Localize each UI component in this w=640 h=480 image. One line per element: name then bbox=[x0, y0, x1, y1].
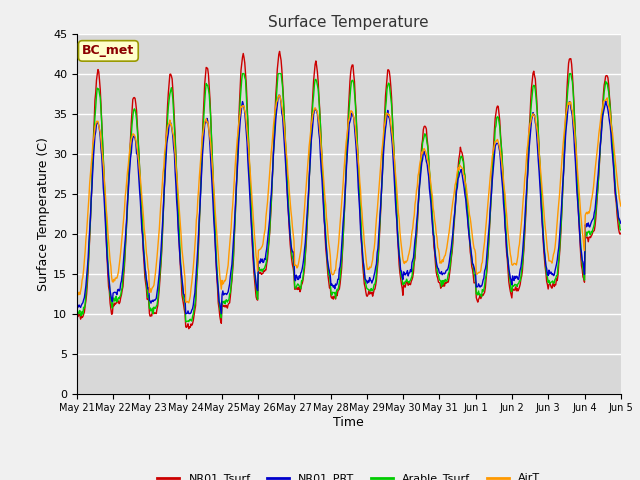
NR01_Tsurf bbox=[276, 48, 284, 54]
Arable_Tsurf bbox=[417, 171, 424, 177]
Arable_Tsurf bbox=[182, 319, 189, 324]
NR01_Tsurf bbox=[433, 269, 440, 275]
NR01_Tsurf bbox=[223, 305, 231, 311]
AirT bbox=[195, 186, 202, 192]
Title: Surface Temperature: Surface Temperature bbox=[269, 15, 429, 30]
NR01_PRT bbox=[83, 274, 90, 280]
NR01_Tsurf bbox=[617, 230, 625, 236]
Line: AirT: AirT bbox=[77, 95, 621, 303]
Line: NR01_Tsurf: NR01_Tsurf bbox=[77, 51, 621, 329]
Line: NR01_PRT: NR01_PRT bbox=[77, 95, 621, 313]
AirT bbox=[73, 288, 81, 294]
NR01_Tsurf bbox=[185, 326, 193, 332]
Text: BC_met: BC_met bbox=[82, 44, 134, 58]
X-axis label: Time: Time bbox=[333, 416, 364, 429]
NR01_PRT bbox=[433, 258, 440, 264]
NR01_PRT bbox=[417, 176, 424, 181]
AirT bbox=[83, 229, 90, 235]
AirT bbox=[417, 158, 424, 164]
NR01_Tsurf bbox=[195, 241, 202, 247]
AirT bbox=[433, 230, 440, 236]
Arable_Tsurf bbox=[239, 71, 246, 76]
Line: Arable_Tsurf: Arable_Tsurf bbox=[77, 73, 621, 322]
AirT bbox=[185, 300, 193, 306]
AirT bbox=[223, 267, 231, 273]
NR01_PRT bbox=[73, 305, 81, 311]
NR01_PRT bbox=[195, 228, 202, 233]
Arable_Tsurf bbox=[223, 299, 231, 305]
NR01_Tsurf bbox=[139, 236, 147, 241]
Arable_Tsurf bbox=[73, 311, 81, 316]
NR01_PRT bbox=[275, 92, 283, 98]
AirT bbox=[276, 92, 284, 98]
Arable_Tsurf bbox=[617, 227, 625, 233]
Arable_Tsurf bbox=[195, 233, 202, 239]
NR01_Tsurf bbox=[73, 312, 81, 318]
NR01_PRT bbox=[617, 220, 625, 226]
Arable_Tsurf bbox=[433, 261, 440, 266]
NR01_Tsurf bbox=[83, 291, 90, 297]
NR01_PRT bbox=[223, 290, 231, 296]
Y-axis label: Surface Temperature (C): Surface Temperature (C) bbox=[37, 137, 50, 290]
AirT bbox=[617, 203, 625, 209]
Arable_Tsurf bbox=[83, 283, 90, 289]
Legend: NR01_Tsurf, NR01_PRT, Arable_Tsurf, AirT: NR01_Tsurf, NR01_PRT, Arable_Tsurf, AirT bbox=[153, 469, 545, 480]
Arable_Tsurf bbox=[139, 222, 147, 228]
NR01_PRT bbox=[182, 311, 189, 316]
NR01_PRT bbox=[139, 232, 147, 238]
NR01_Tsurf bbox=[417, 166, 424, 172]
AirT bbox=[139, 204, 147, 209]
